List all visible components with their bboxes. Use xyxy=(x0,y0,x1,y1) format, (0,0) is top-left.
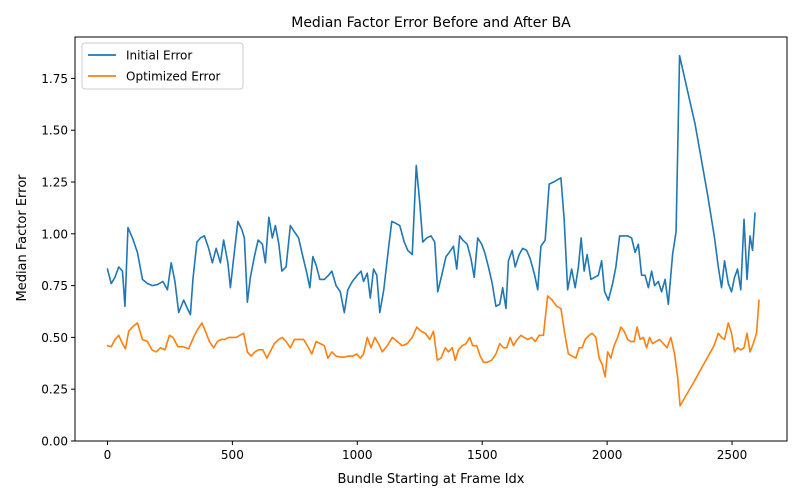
x-tick-label: 2500 xyxy=(717,448,748,462)
x-axis-label: Bundle Starting at Frame Idx xyxy=(338,472,525,487)
series-line-initial-error xyxy=(106,54,756,316)
x-tick-label: 500 xyxy=(221,448,244,462)
plot-area: 0 500 1000 1500 2000 2500 0.00 0.25 0.50 0.75 1.00… xyxy=(41,36,788,462)
y-tick-label: 0.50 xyxy=(41,331,68,345)
y-tick-label: 0.75 xyxy=(41,279,68,293)
y-tick-label: 0.00 xyxy=(41,435,68,449)
x-tick-label: 0 xyxy=(104,448,112,462)
legend: Initial Error Optimized Error xyxy=(81,42,244,90)
y-tick-label: 1.50 xyxy=(41,124,68,138)
x-tick-label: 1500 xyxy=(467,448,498,462)
y-tick-label: 0.25 xyxy=(41,383,68,397)
x-tick-label: 1000 xyxy=(342,448,373,462)
y-axis-label: Median Factor Error xyxy=(15,174,30,302)
legend-label-initial-error: Initial Error xyxy=(126,49,192,63)
legend-box xyxy=(81,42,244,90)
chart-title: Median Factor Error Before and After BA xyxy=(291,15,571,31)
y-tick-label: 1.75 xyxy=(41,72,68,86)
series-line-optimized-error xyxy=(106,295,760,407)
x-tick-label: 2000 xyxy=(592,448,623,462)
y-tick-label: 1.25 xyxy=(41,176,68,190)
legend-label-optimized-error: Optimized Error xyxy=(126,70,221,84)
axes-frame xyxy=(74,36,788,442)
y-tick-label: 1.00 xyxy=(41,227,68,241)
